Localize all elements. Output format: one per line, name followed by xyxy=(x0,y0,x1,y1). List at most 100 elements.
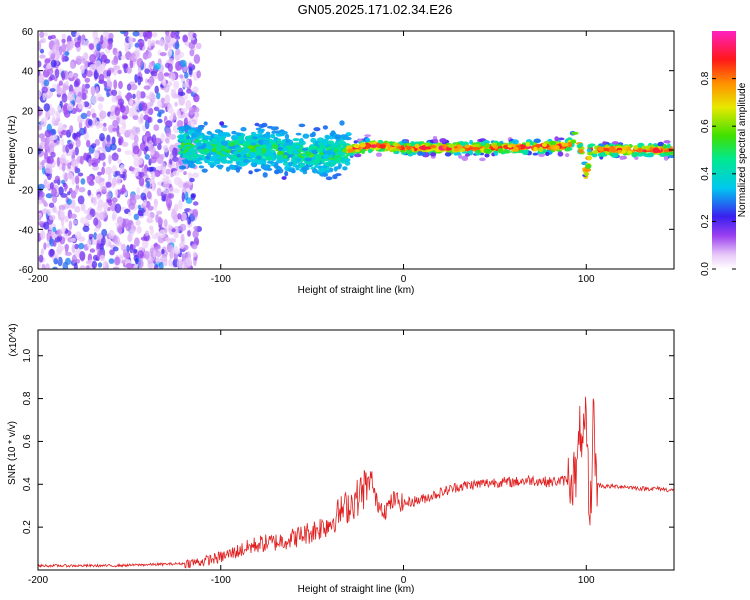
colorbar-tick-label: 0.6 xyxy=(700,119,711,133)
heatmap-cell xyxy=(464,153,470,157)
colorbar-tick-label: 0.2 xyxy=(700,214,711,228)
heatmap-cell xyxy=(89,248,96,253)
heatmap-cell xyxy=(129,196,137,206)
heatmap-cell xyxy=(194,107,200,113)
heatmap-cell xyxy=(80,178,86,185)
heatmap-cell xyxy=(180,253,188,258)
heatmap-cell xyxy=(143,114,150,121)
figure-title: GN05.2025.171.02.34.E26 xyxy=(298,2,453,17)
heatmap-cell xyxy=(38,160,41,169)
heatmap-cell xyxy=(243,140,250,144)
snr-xlabel: Height of straight line (km) xyxy=(298,584,415,595)
heatmap-cell xyxy=(75,138,81,148)
heatmap-cell xyxy=(107,69,112,76)
heatmap-cell xyxy=(102,41,109,49)
heatmap-cell xyxy=(182,82,189,88)
heatmap-cell xyxy=(136,90,142,100)
heatmap-cell xyxy=(94,139,100,146)
heatmap-cell xyxy=(38,40,42,51)
heatmap-cell xyxy=(215,154,221,159)
heatmap-cell xyxy=(172,170,180,176)
heatmap-cell xyxy=(122,248,127,258)
heatmap-cell xyxy=(170,88,177,94)
heatmap-cell xyxy=(311,168,318,174)
heatmap-cell xyxy=(109,249,115,256)
heatmap-cell xyxy=(61,42,66,53)
heatmap-cell xyxy=(330,160,337,165)
heatmap-cell xyxy=(163,218,168,228)
heatmap-cell xyxy=(206,130,212,135)
heatmap-cell xyxy=(67,191,71,196)
heatmap-cell xyxy=(288,139,294,145)
heatmap-cell xyxy=(220,158,228,164)
heatmap-cell xyxy=(570,140,577,144)
heatmap-cell xyxy=(65,80,69,86)
heatmap-cell xyxy=(182,34,188,43)
heatmap-cell xyxy=(165,168,171,175)
heatmap-cell xyxy=(149,156,157,164)
heatmap-cell xyxy=(295,132,302,136)
heatmap-cell xyxy=(57,234,62,242)
heatmap-cell xyxy=(48,225,53,231)
heatmap-cell xyxy=(162,189,170,195)
heatmap-cell xyxy=(49,215,56,221)
heatmap-cell xyxy=(124,94,131,100)
heatmap-cell xyxy=(101,185,107,193)
heatmap-cell xyxy=(322,154,328,158)
heatmap-cell xyxy=(84,77,91,83)
heatmap-cell xyxy=(291,155,299,160)
heatmap-cell xyxy=(237,132,242,137)
heatmap-cell xyxy=(160,132,165,142)
heatmap-cell xyxy=(277,146,284,151)
heatmap-cell xyxy=(545,151,550,156)
heatmap-cell xyxy=(192,86,199,94)
heatmap-cell xyxy=(38,107,43,117)
heatmap-cell xyxy=(181,212,187,221)
heatmap-cell xyxy=(261,144,267,149)
heatmap-cell xyxy=(108,154,112,165)
heatmap-cell xyxy=(291,169,296,174)
heatmap-cell xyxy=(100,54,108,63)
heatmap-cell xyxy=(255,146,263,151)
heatmap-cell xyxy=(602,141,607,145)
heatmap-cell xyxy=(173,80,180,90)
heatmap-cell xyxy=(114,203,122,214)
heatmap-cell xyxy=(194,116,198,122)
heatmap-cell xyxy=(148,107,154,116)
heatmap-cell xyxy=(61,71,66,81)
heatmap-cell xyxy=(55,118,59,125)
heatmap-cell xyxy=(177,126,185,131)
heatmap-cell xyxy=(52,266,58,269)
heatmap-cell xyxy=(192,153,198,159)
heatmap-cell xyxy=(45,166,53,174)
x-tick-label: -200 xyxy=(28,274,48,285)
heatmap-cell xyxy=(133,248,138,254)
heatmap-cell xyxy=(152,249,157,258)
heatmap-cell xyxy=(188,67,193,76)
heatmap-cell xyxy=(108,241,112,247)
heatmap-cell xyxy=(298,123,306,128)
heatmap-cell xyxy=(195,142,202,147)
heatmap-cell xyxy=(108,124,114,133)
heatmap-cell xyxy=(134,74,138,83)
colorbar-tick-label: 0.8 xyxy=(700,71,711,85)
heatmap-cell xyxy=(173,176,181,186)
y-tick-label: 0.4 xyxy=(22,477,33,491)
heatmap-cell xyxy=(153,63,161,70)
heatmap-cell xyxy=(218,166,223,170)
heatmap-cell xyxy=(73,86,80,93)
heatmap-cell xyxy=(353,143,360,149)
heatmap-cell xyxy=(75,32,80,37)
heatmap-cell xyxy=(274,165,281,169)
heatmap-cell xyxy=(525,141,531,147)
x-tick-label: -200 xyxy=(28,575,48,586)
heatmap-cell xyxy=(60,193,68,198)
heatmap-cell xyxy=(60,217,65,227)
heatmap-cell xyxy=(305,151,312,156)
heatmap-cell xyxy=(61,226,66,233)
heatmap-cell xyxy=(98,73,105,84)
heatmap-cell xyxy=(83,152,89,161)
heatmap-cell xyxy=(134,194,141,200)
heatmap-cell xyxy=(234,147,241,151)
heatmap-cell xyxy=(90,86,96,96)
